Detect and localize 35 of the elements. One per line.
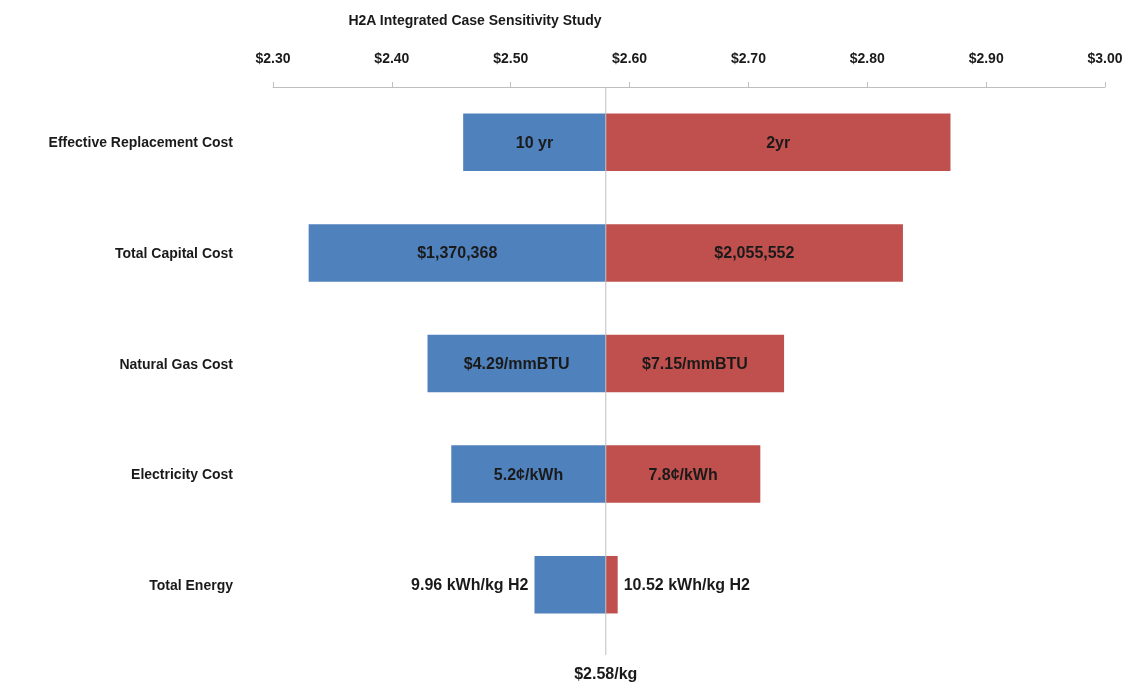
chart-title: H2A Integrated Case Sensitivity Study xyxy=(348,12,602,28)
x-tick-label: $2.30 xyxy=(255,50,291,66)
annotation: $1,370,368 xyxy=(417,244,498,262)
y-tick-label: Effective Replacement Cost xyxy=(48,134,234,151)
x-tick-label: $2.50 xyxy=(493,50,529,66)
annotation: 7.8¢/kWh xyxy=(648,465,718,483)
bar xyxy=(605,334,785,393)
annotation: $4.29/mmBTU xyxy=(463,355,570,372)
ref-line-label: $2.58/kg xyxy=(574,664,638,682)
annotation: 2yr xyxy=(766,133,791,151)
annotation: 9.96 kWh/kg H2 xyxy=(411,576,529,594)
x-tick-label: $2.80 xyxy=(849,50,886,66)
bar xyxy=(605,113,951,172)
x-tick-label: $3.00 xyxy=(1087,50,1123,66)
bar xyxy=(605,224,903,282)
annotation: 10 yr xyxy=(515,133,554,151)
x-tick-label: $2.40 xyxy=(374,50,410,66)
annotation: 10.52 kWh/kg H2 xyxy=(623,576,751,594)
y-tick-label: Electricity Cost xyxy=(131,466,234,483)
bar xyxy=(308,224,606,282)
bar xyxy=(534,555,606,614)
bar xyxy=(463,113,606,172)
annotation: $7.15/mmBTU xyxy=(642,355,748,372)
x-tick-label: $2.90 xyxy=(968,50,1004,66)
bar xyxy=(451,445,606,503)
x-tick-label: $2.60 xyxy=(612,50,648,66)
annotation: 5.2¢/kWh xyxy=(493,465,564,483)
bar xyxy=(427,334,606,393)
y-tick-label: Total Energy xyxy=(149,576,234,593)
bar xyxy=(605,555,618,614)
bar xyxy=(605,445,761,503)
y-tick-label: Total Capital Cost xyxy=(115,244,234,261)
y-tick-label: Natural Gas Cost xyxy=(119,355,234,372)
x-tick-label: $2.70 xyxy=(730,50,767,66)
annotation: $2,055,552 xyxy=(714,244,795,262)
